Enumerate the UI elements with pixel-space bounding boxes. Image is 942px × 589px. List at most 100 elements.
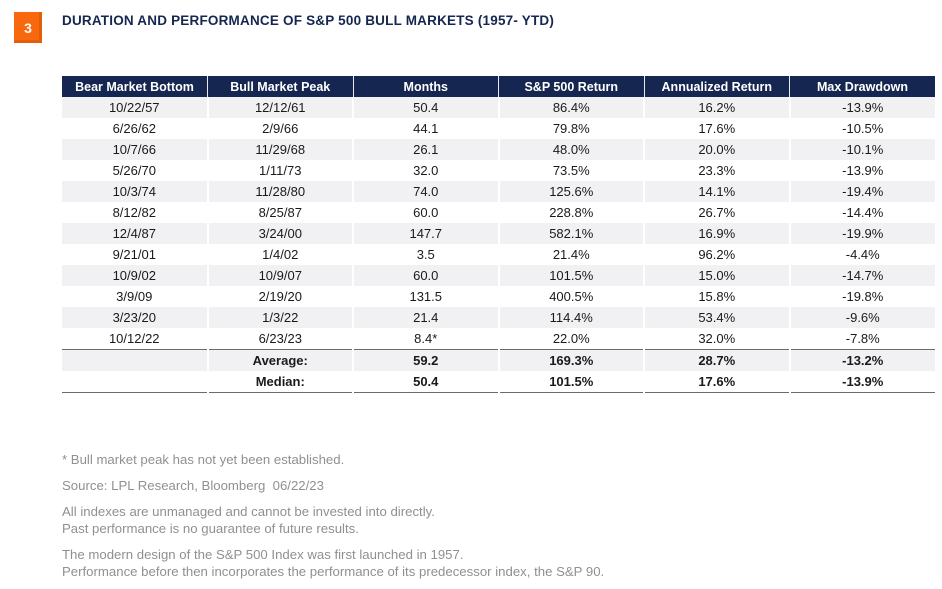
table-cell: 12/4/87 <box>62 223 208 244</box>
table-cell: 96.2% <box>643 244 790 265</box>
table-cell: 3/24/00 <box>206 223 353 244</box>
median-label: Median: <box>206 371 353 393</box>
table-row-median: Median: 50.4 101.5% 17.6% -13.9% <box>62 371 935 393</box>
table-cell: -19.8% <box>788 286 935 307</box>
table-row: 10/3/74 11/28/80 74.0 125.6% 14.1% -19.4… <box>62 181 935 202</box>
bull-markets-table: Bear Market Bottom Bull Market Peak Mont… <box>62 76 935 393</box>
table-cell: 101.5% <box>497 265 644 286</box>
table-cell: 10/22/57 <box>62 97 208 118</box>
table-cell: 60.0 <box>352 265 499 286</box>
table-cell: 8/12/82 <box>62 202 208 223</box>
table-cell: 50.4 <box>352 97 499 118</box>
table-cell: -19.4% <box>788 181 935 202</box>
table-cell: 59.2 <box>352 349 499 371</box>
column-header-months: Months <box>352 76 499 97</box>
footnote-line: Performance before then incorporates the… <box>62 564 605 579</box>
table-header: Bear Market Bottom Bull Market Peak Mont… <box>62 76 935 97</box>
table-row-average: Average: 59.2 169.3% 28.7% -13.2% <box>62 349 935 371</box>
table-cell: 15.8% <box>643 286 790 307</box>
table-cell: 169.3% <box>497 349 644 371</box>
table-cell: 10/3/74 <box>62 181 208 202</box>
column-header-annualized-return: Annualized Return <box>643 76 790 97</box>
table-row: 5/26/70 1/11/73 32.0 73.5% 23.3% -13.9% <box>62 160 935 181</box>
table-cell: 10/7/66 <box>62 139 208 160</box>
table-cell: -13.2% <box>788 349 935 371</box>
table-cell: 17.6% <box>643 371 790 393</box>
table-cell: 8.4* <box>352 328 499 350</box>
table-cell: 1/3/22 <box>206 307 353 328</box>
table-row: 6/26/62 2/9/66 44.1 79.8% 17.6% -10.5% <box>62 118 935 139</box>
table-cell: 2/9/66 <box>206 118 353 139</box>
table-cell: -9.6% <box>788 307 935 328</box>
table-cell: -19.9% <box>788 223 935 244</box>
table-cell: 73.5% <box>497 160 644 181</box>
table-cell: -13.9% <box>788 97 935 118</box>
table-cell: 10/9/07 <box>206 265 353 286</box>
column-header-bull-market-peak: Bull Market Peak <box>207 76 353 97</box>
table-cell: 131.5 <box>352 286 499 307</box>
table-cell: 125.6% <box>497 181 644 202</box>
footnote-line: * Bull market peak has not yet been esta… <box>62 452 345 467</box>
table-cell: 16.2% <box>643 97 790 118</box>
table-cell: 74.0 <box>352 181 499 202</box>
table-cell: 12/12/61 <box>206 97 353 118</box>
table-cell: 60.0 <box>352 202 499 223</box>
table-row: 3/23/20 1/3/22 21.4 114.4% 53.4% -9.6% <box>62 307 935 328</box>
table-cell: -7.8% <box>788 328 935 350</box>
table-cell: 228.8% <box>497 202 644 223</box>
table-cell: 5/26/70 <box>62 160 208 181</box>
table-cell: 15.0% <box>643 265 790 286</box>
table-cell: 8/25/87 <box>206 202 353 223</box>
table-cell: 9/21/01 <box>62 244 208 265</box>
table-cell: 20.0% <box>643 139 790 160</box>
table-cell: 22.0% <box>497 328 644 350</box>
table-cell: 3/23/20 <box>62 307 208 328</box>
table-cell: 400.5% <box>497 286 644 307</box>
table-body: 10/22/57 12/12/61 50.4 86.4% 16.2% -13.9… <box>62 97 935 393</box>
footnote-line: Past performance is no guarantee of futu… <box>62 521 359 536</box>
table-cell: 79.8% <box>497 118 644 139</box>
table-cell: -10.1% <box>788 139 935 160</box>
footnote-index-history: The modern design of the S&P 500 Index w… <box>62 546 604 580</box>
table-cell: 32.0% <box>643 328 790 350</box>
figure-number-badge: 3 <box>14 12 42 43</box>
table-cell: 32.0 <box>352 160 499 181</box>
table-cell: 3/9/09 <box>62 286 208 307</box>
table-row: 9/21/01 1/4/02 3.5 21.4% 96.2% -4.4% <box>62 244 935 265</box>
table-cell: 114.4% <box>497 307 644 328</box>
table-cell <box>62 349 208 371</box>
table-cell: 17.6% <box>643 118 790 139</box>
table-cell: 21.4 <box>352 307 499 328</box>
footnote-line: The modern design of the S&P 500 Index w… <box>62 547 464 562</box>
table-cell: 3.5 <box>352 244 499 265</box>
table-cell: 11/29/68 <box>206 139 353 160</box>
table-cell: -13.9% <box>788 160 935 181</box>
column-header-sp500-return: S&P 500 Return <box>498 76 644 97</box>
table-row: 12/4/87 3/24/00 147.7 582.1% 16.9% -19.9… <box>62 223 935 244</box>
table-row: 3/9/09 2/19/20 131.5 400.5% 15.8% -19.8% <box>62 286 935 307</box>
table-cell: -4.4% <box>788 244 935 265</box>
table-row: 10/7/66 11/29/68 26.1 48.0% 20.0% -10.1% <box>62 139 935 160</box>
table-cell: 1/11/73 <box>206 160 353 181</box>
footnote-source: Source: LPL Research, Bloomberg 06/22/23 <box>62 477 604 494</box>
table-cell: -13.9% <box>788 371 935 393</box>
footnote-disclaimer: All indexes are unmanaged and cannot be … <box>62 503 604 537</box>
footnote-line: Source: LPL Research, Bloomberg 06/22/23 <box>62 478 324 493</box>
average-label: Average: <box>206 349 353 371</box>
table-cell: 14.1% <box>643 181 790 202</box>
figure-title: DURATION AND PERFORMANCE OF S&P 500 BULL… <box>62 13 555 28</box>
table-cell: 2/19/20 <box>206 286 353 307</box>
table-cell: 10/9/02 <box>62 265 208 286</box>
table-cell: 10/12/22 <box>62 328 208 350</box>
footnote-line: All indexes are unmanaged and cannot be … <box>62 504 435 519</box>
table-cell: 48.0% <box>497 139 644 160</box>
table-cell: 50.4 <box>352 371 499 393</box>
table-row: 10/9/02 10/9/07 60.0 101.5% 15.0% -14.7% <box>62 265 935 286</box>
table-cell: -14.4% <box>788 202 935 223</box>
table-cell: 26.1 <box>352 139 499 160</box>
column-header-bear-market-bottom: Bear Market Bottom <box>62 76 208 97</box>
table-cell <box>62 371 208 393</box>
table-cell: 147.7 <box>352 223 499 244</box>
table-cell: 582.1% <box>497 223 644 244</box>
table-row: 8/12/82 8/25/87 60.0 228.8% 26.7% -14.4% <box>62 202 935 223</box>
